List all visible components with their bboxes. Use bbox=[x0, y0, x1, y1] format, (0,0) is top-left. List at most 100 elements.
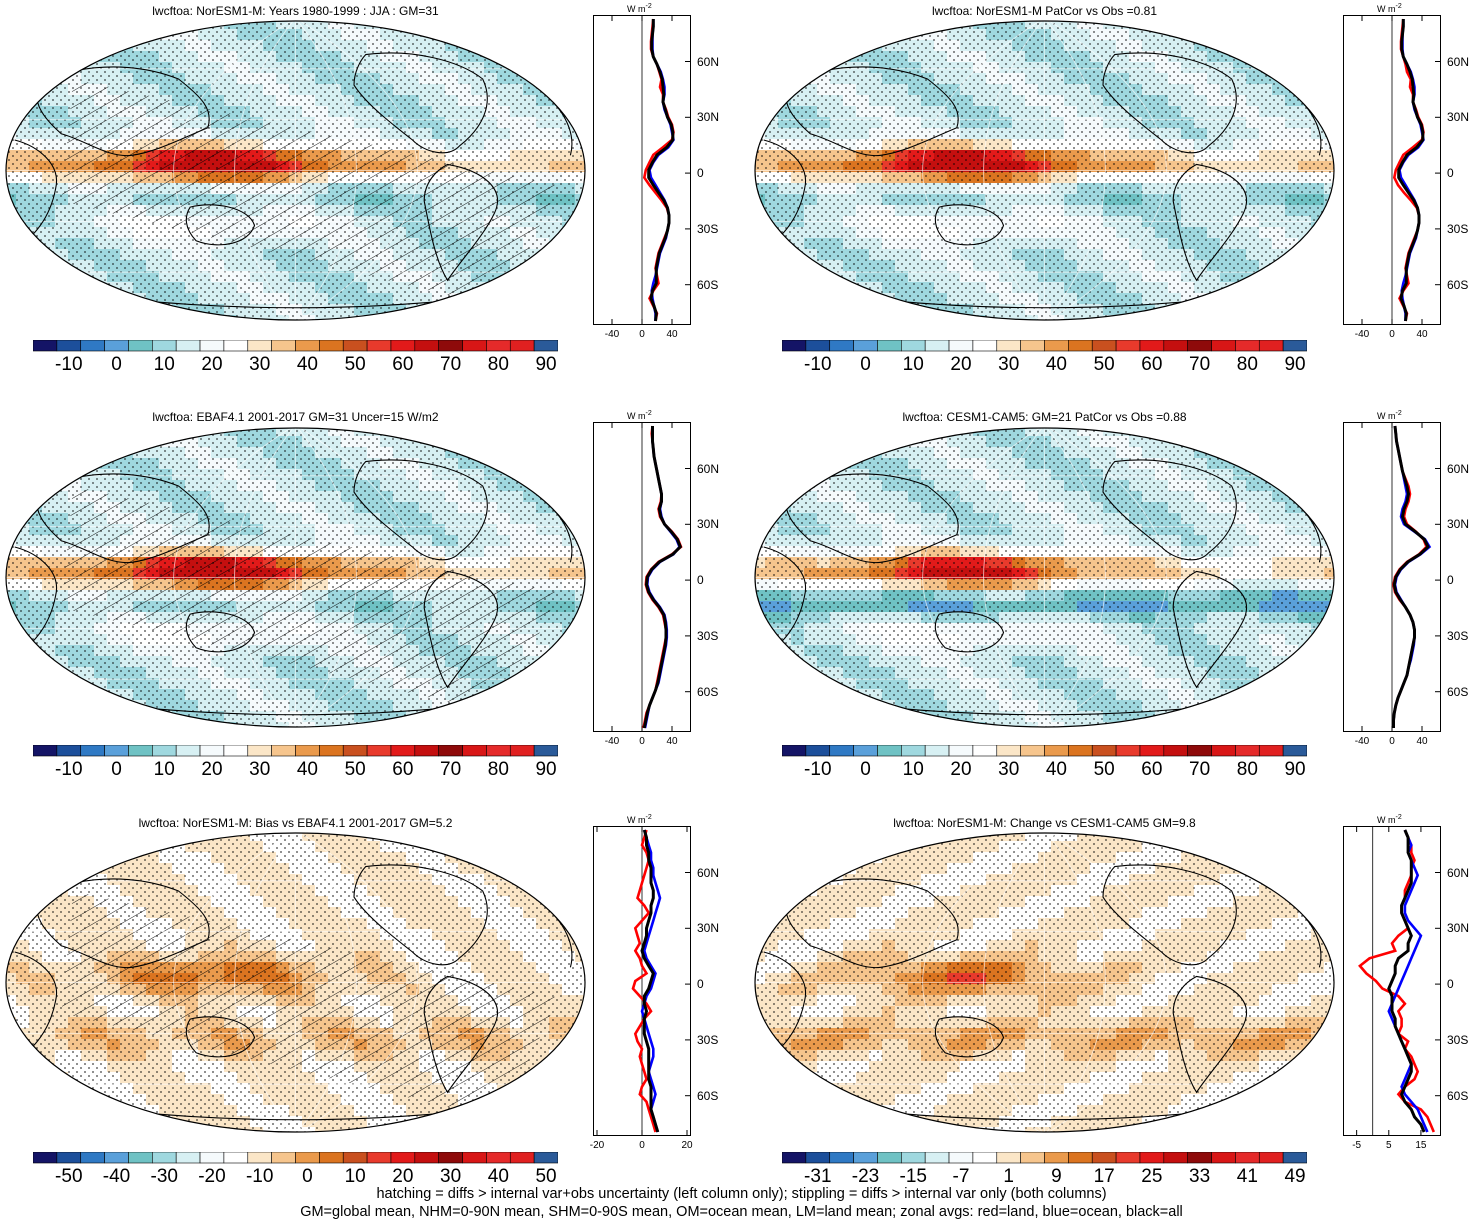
colorbar-swatch bbox=[80, 745, 105, 757]
colorbar-swatch bbox=[390, 745, 416, 757]
colorbar-swatch bbox=[128, 340, 153, 352]
colorbar-swatch bbox=[462, 745, 487, 757]
colorbar-swatch bbox=[247, 340, 272, 352]
latitude-label: 60S bbox=[697, 1088, 719, 1103]
colorbar-swatch bbox=[56, 1152, 82, 1164]
colorbar-label: 90 bbox=[1284, 354, 1306, 375]
profile-x-tick-label: -40 bbox=[1354, 736, 1370, 747]
profile-unit: W m-2 bbox=[627, 3, 652, 14]
colorbar-label: 90 bbox=[535, 354, 557, 375]
zonal-profile-f bbox=[1343, 826, 1441, 1136]
colorbar-label: 20 bbox=[201, 759, 223, 780]
colorbar-swatch bbox=[33, 340, 58, 352]
colorbar-label: -7 bbox=[952, 1166, 970, 1187]
colorbar-label: -10 bbox=[55, 759, 83, 780]
colorbar-label: 70 bbox=[1189, 759, 1211, 780]
colorbar-label: 50 bbox=[1093, 354, 1115, 375]
colorbar-swatch bbox=[1115, 340, 1141, 352]
zonal-series-ocean bbox=[1398, 19, 1425, 321]
colorbar-swatch bbox=[901, 745, 926, 757]
colorbar-swatch bbox=[1091, 340, 1117, 352]
colorbar-label: 60 bbox=[1141, 354, 1163, 375]
latitude-label: 30N bbox=[1447, 110, 1470, 125]
unit-text: W m bbox=[1377, 815, 1396, 825]
colorbar-swatch bbox=[805, 745, 831, 757]
colorbar-label: 20 bbox=[950, 354, 972, 375]
map-b bbox=[754, 20, 1335, 321]
colorbar-swatch bbox=[877, 745, 902, 757]
colorbar-swatch bbox=[175, 1152, 201, 1164]
colorbar-swatch bbox=[271, 745, 296, 757]
profile-x-tick-label: 40 bbox=[1416, 736, 1428, 747]
colorbar-swatch bbox=[1044, 340, 1069, 352]
latitude-label: 60N bbox=[1447, 865, 1470, 880]
colorbar-swatch bbox=[1020, 340, 1045, 352]
colorbar-swatch bbox=[1258, 745, 1284, 757]
latitude-label: 30S bbox=[1447, 1032, 1469, 1047]
colorbar-swatch bbox=[996, 340, 1021, 352]
colorbar-swatch bbox=[1187, 340, 1212, 352]
colorbar-label: -10 bbox=[804, 354, 832, 375]
colorbar-label: 80 bbox=[487, 354, 509, 375]
profile-x-tick-label: 0 bbox=[1389, 329, 1395, 340]
footnote-line-1: hatching = diffs > internal var+obs unce… bbox=[376, 1186, 1107, 1202]
colorbar-swatch bbox=[152, 745, 177, 757]
colorbar-label: 30 bbox=[998, 354, 1020, 375]
profile-x-tick-label: 15 bbox=[1415, 1140, 1427, 1151]
colorbar-swatch bbox=[853, 1152, 878, 1164]
profile-x-tick-label: 0 bbox=[1389, 736, 1395, 747]
latitude-label: 60S bbox=[697, 277, 719, 292]
colorbar-swatch bbox=[271, 340, 296, 352]
colorbar-label: 60 bbox=[1141, 759, 1163, 780]
colorbar-swatch bbox=[56, 745, 82, 757]
unit-text: W m bbox=[627, 4, 646, 14]
colorbar-b bbox=[782, 340, 1307, 352]
colorbar-label: 33 bbox=[1189, 1166, 1211, 1187]
colorbar-swatch bbox=[1115, 745, 1141, 757]
colorbar-swatch bbox=[1187, 745, 1212, 757]
colorbar-swatch bbox=[295, 1152, 320, 1164]
latitude-label: 30N bbox=[1447, 517, 1470, 532]
colorbar-swatch bbox=[223, 1152, 249, 1164]
colorbar-swatch bbox=[56, 340, 82, 352]
colorbar-swatch bbox=[199, 1152, 225, 1164]
colorbar-swatch bbox=[1139, 745, 1165, 757]
colorbar-swatch bbox=[152, 1152, 177, 1164]
colorbar-label: 0 bbox=[860, 354, 871, 375]
zonal-series-all bbox=[1387, 829, 1426, 1133]
colorbar-label: -50 bbox=[55, 1166, 83, 1187]
profile-unit: W m-2 bbox=[627, 814, 652, 825]
colorbar-swatch bbox=[1068, 745, 1093, 757]
colorbar-label: 9 bbox=[1051, 1166, 1062, 1187]
colorbar-label: 70 bbox=[1189, 354, 1211, 375]
latitude-label: 30S bbox=[1447, 628, 1469, 643]
unit-exponent: -2 bbox=[1395, 3, 1402, 10]
panel-title: lwcftoa: NorESM1-M: Change vs CESM1-CAM5… bbox=[893, 816, 1196, 830]
colorbar-swatch bbox=[342, 1152, 368, 1164]
colorbar-swatch bbox=[366, 745, 392, 757]
latitude-label: 60N bbox=[697, 54, 720, 69]
colorbar-swatch bbox=[199, 340, 225, 352]
zonal-series-land bbox=[1358, 829, 1435, 1133]
colorbar-swatch bbox=[972, 1152, 998, 1164]
zonal-series-ocean bbox=[640, 829, 662, 1133]
colorbar-swatch bbox=[462, 340, 487, 352]
colorbar-swatch bbox=[1163, 1152, 1188, 1164]
panel-title: lwcftoa: EBAF4.1 2001-2017 GM=31 Uncer=1… bbox=[152, 410, 439, 424]
colorbar-swatch bbox=[1091, 745, 1117, 757]
colorbar-swatch bbox=[996, 745, 1021, 757]
latitude-label: 0 bbox=[697, 166, 704, 181]
colorbar-swatch bbox=[1282, 340, 1307, 352]
zonal-series-land bbox=[1392, 425, 1429, 728]
colorbar-swatch bbox=[366, 340, 392, 352]
colorbar-swatch bbox=[901, 340, 926, 352]
colorbar-swatch bbox=[1091, 1152, 1117, 1164]
latitude-label: 30S bbox=[697, 221, 719, 236]
panel-title: lwcftoa: NorESM1-M PatCor vs Obs =0.81 bbox=[931, 4, 1158, 18]
colorbar-swatch bbox=[948, 1152, 974, 1164]
profile-x-tick-label: 40 bbox=[1416, 329, 1428, 340]
colorbar-swatch bbox=[1282, 1152, 1307, 1164]
colorbar-swatch bbox=[319, 1152, 344, 1164]
latitude-label: 30S bbox=[697, 628, 719, 643]
colorbar-label: 50 bbox=[1093, 759, 1115, 780]
